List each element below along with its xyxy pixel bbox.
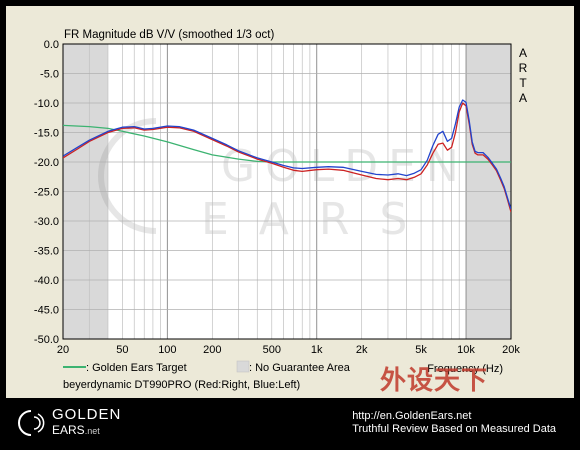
footer-bar: GOLDEN EARS.net http://en.GoldenEars.net… <box>0 398 580 450</box>
footer-info: http://en.GoldenEars.net Truthful Review… <box>352 410 556 436</box>
x-tick-label: 10k <box>457 344 475 356</box>
arta-side-label: R <box>519 61 528 75</box>
plot-border <box>62 43 512 340</box>
x-axis-label: Frequency (Hz) <box>427 363 503 375</box>
x-tick-label: 20k <box>502 344 520 356</box>
arta-side-label: A <box>519 91 527 105</box>
y-tick-label: 0.0 <box>44 39 59 51</box>
chart-caption: beyerdynamic DT990PRO (Red:Right, Blue:L… <box>63 379 300 391</box>
x-tick-label: 2k <box>356 344 368 356</box>
y-tick-label: -10.0 <box>34 98 59 110</box>
golden-ears-logo-icon <box>18 410 45 436</box>
y-tick-label: -25.0 <box>34 187 59 199</box>
y-tick-label: -20.0 <box>34 157 59 169</box>
arta-side-label: T <box>519 76 527 90</box>
legend-no-guarantee-swatch <box>236 360 250 373</box>
logo-text-net: .net <box>84 426 100 436</box>
right-channel-line <box>63 102 511 213</box>
logo-text-golden: GOLDEN <box>52 406 122 423</box>
chart-title: FR Magnitude dB V/V (smoothed 1/3 oct) <box>64 29 274 41</box>
x-tick-label: 200 <box>203 344 221 356</box>
chart-panel: GOLDEN EARS 0.0 -5.0 -10.0 -15.0 -20.0 -25.0 -30… <box>6 6 574 398</box>
footer-tagline: Truthful Review Based on Measured Data <box>352 423 556 435</box>
y-tick-label: -45.0 <box>34 305 59 317</box>
x-tick-label: 1k <box>311 344 323 356</box>
logo-text-ears: EARS <box>52 423 85 437</box>
watermark-text-ears: EARS <box>201 194 437 245</box>
y-tick-label: -40.0 <box>34 275 59 287</box>
y-tick-label: -5.0 <box>40 69 59 81</box>
footer-url: http://en.GoldenEars.net <box>352 410 472 422</box>
x-tick-label: 50 <box>116 344 128 356</box>
y-tick-label: -15.0 <box>34 128 59 140</box>
arta-side-label: A <box>519 46 527 60</box>
legend-target-label: : Golden Ears Target <box>86 362 187 374</box>
golden-ears-logo: GOLDEN EARS.net <box>16 406 121 440</box>
y-tick-label: -50.0 <box>34 334 59 346</box>
x-tick-label: 20 <box>57 344 69 356</box>
left-channel-line <box>63 99 511 210</box>
y-tick-label: -30.0 <box>34 216 59 228</box>
y-tick-label: -35.0 <box>34 246 59 258</box>
legend-no-guarantee-label: : No Guarantee Area <box>249 362 351 374</box>
x-tick-label: 500 <box>263 344 281 356</box>
x-tick-label: 100 <box>158 344 176 356</box>
watermark-text-golden: GOLDEN <box>221 141 469 192</box>
x-tick-label: 5k <box>415 344 427 356</box>
site-brand-watermark: 外设天下 <box>380 366 489 396</box>
